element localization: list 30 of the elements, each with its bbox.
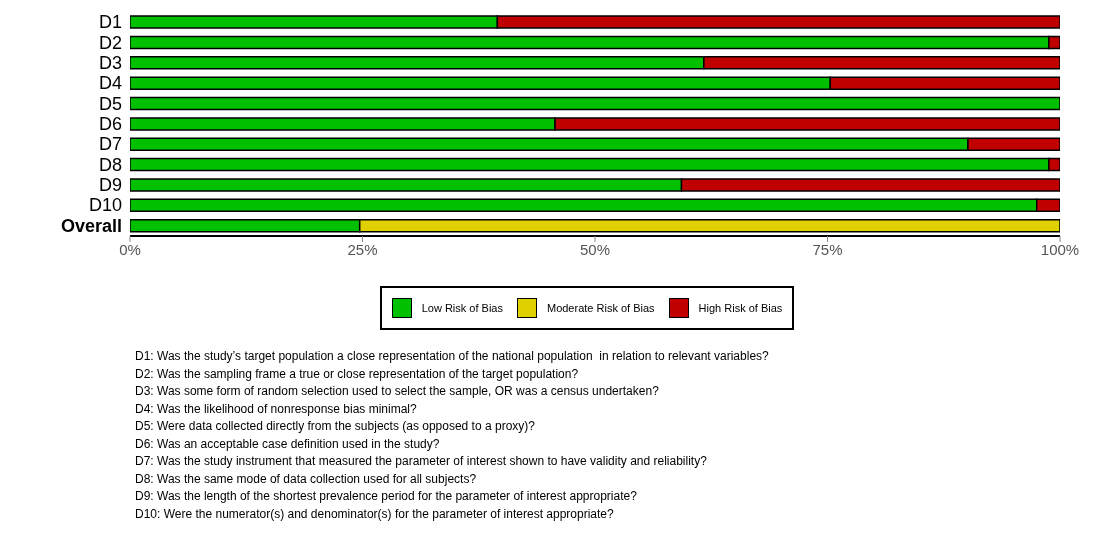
legend-label: Low Risk of Bias — [421, 302, 503, 314]
y-tick-label: D8 — [98, 154, 122, 175]
y-tick-label: D3 — [98, 52, 122, 73]
legend-label: High Risk of Bias — [698, 302, 783, 314]
text: D3: Was some form of random selection used to select the sample, OR was a census undertaken? — [135, 383, 660, 400]
y-tick-label: D4 — [98, 73, 122, 94]
y-tick-label: D9 — [98, 175, 122, 196]
y-tick-label: D10 — [88, 195, 122, 216]
y-tick-label: D6 — [98, 114, 122, 134]
y-tick-label: D7 — [98, 134, 122, 155]
y-tick-label: D1 — [98, 12, 122, 33]
x-tick-label: 75% — [812, 240, 843, 258]
y-tick-label: Overall — [60, 215, 122, 236]
legend-label: Moderate Risk of Bias — [546, 302, 655, 314]
y-tick-label: D2 — [98, 32, 122, 53]
y-tick-label: D5 — [98, 93, 122, 114]
x-tick-label: 50% — [579, 240, 611, 258]
bar — [130, 96, 1060, 111]
x-tick-label: 25% — [347, 240, 378, 258]
text: D2: Was the sampling frame a true or close representation of the target population? — [135, 365, 580, 383]
text: D9: Was the length of the shortest prevalence period for the parameter of interest appropriate? — [135, 488, 638, 505]
text: D5: Were data collected directly from the subjects (as opposed to a proxy)? — [135, 418, 536, 435]
text: D7: Was the study instrument that measured the parameter of interest shown to have validity and reliability? — [135, 453, 708, 470]
text: D6: Was an acceptable case definition used in the study? — [135, 435, 441, 453]
text: D4: Was the likelihood of nonresponse bias minimal? — [135, 400, 418, 418]
text: D8: Was the same mode of data collection used for all subjects? — [135, 470, 478, 488]
x-tick-label: 0% — [119, 240, 141, 258]
x-tick-label: 100% — [1040, 240, 1080, 258]
text: D1: Was the study’s target population a close representation of the national population in relation to relevant variables? — [135, 348, 770, 365]
text: D10: Were the numerator(s) and denominator(s) for the parameter of interest appropriate? — [135, 505, 615, 523]
